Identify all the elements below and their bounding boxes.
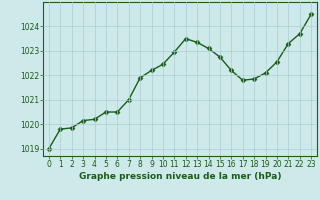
X-axis label: Graphe pression niveau de la mer (hPa): Graphe pression niveau de la mer (hPa) [79, 172, 281, 181]
